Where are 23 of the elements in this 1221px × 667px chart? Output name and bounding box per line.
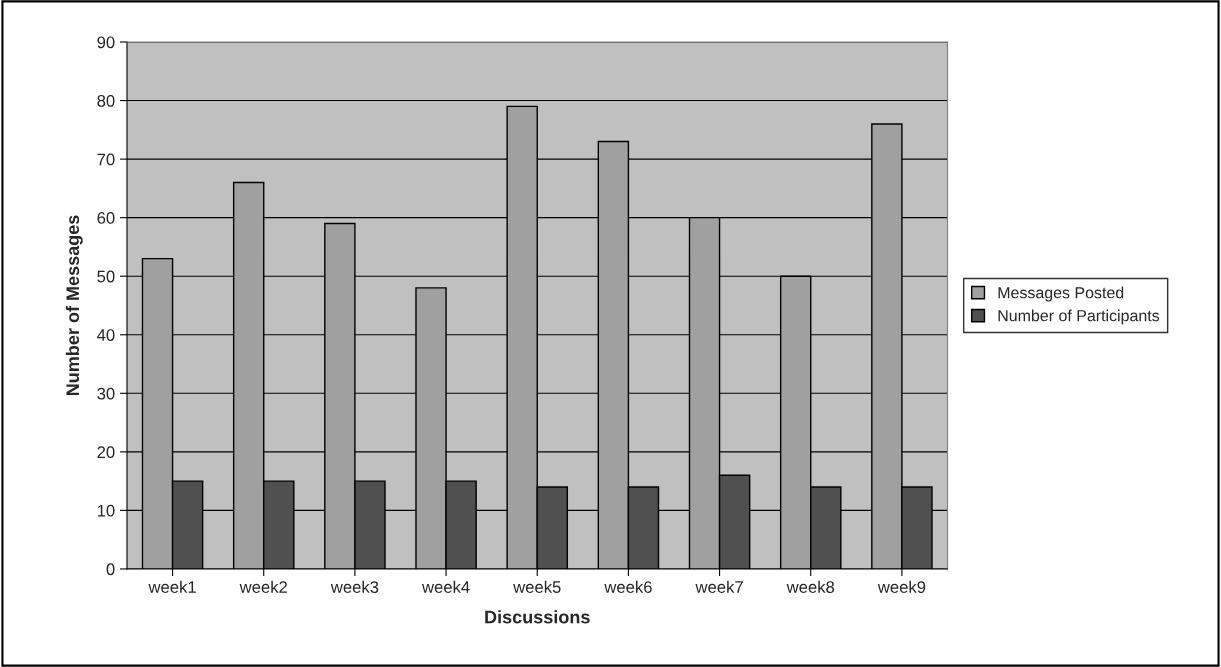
x-tick-label: week5	[513, 580, 561, 593]
y-tick-label: 10	[97, 504, 115, 517]
legend-label: Number of Participants	[998, 309, 1160, 325]
x-tick-label: week8	[786, 580, 835, 593]
y-tick-label: 20	[97, 446, 115, 459]
x-tick-label: week2	[239, 580, 287, 593]
y-tick-label: 0	[106, 563, 115, 576]
y-tick-label: 90	[97, 36, 115, 49]
y-axis-title: Number of Messages	[65, 215, 83, 396]
legend-label: Messages Posted	[998, 286, 1124, 302]
x-tick-label: week1	[148, 580, 196, 593]
x-tick-label: week7	[695, 580, 743, 593]
x-tick-label: week9	[877, 580, 926, 593]
y-tick-label: 40	[97, 329, 115, 341]
y-tick-label: 80	[97, 94, 115, 107]
x-axis-title: Discussions	[485, 610, 590, 624]
y-tick-label: 50	[97, 270, 115, 283]
y-tick-label: 70	[97, 153, 115, 166]
x-tick-label: week6	[604, 580, 652, 593]
y-tick-label: 60	[97, 212, 115, 224]
y-tick-label: 30	[97, 387, 115, 400]
x-tick-label: week4	[421, 580, 470, 593]
x-tick-label: week3	[330, 580, 379, 593]
